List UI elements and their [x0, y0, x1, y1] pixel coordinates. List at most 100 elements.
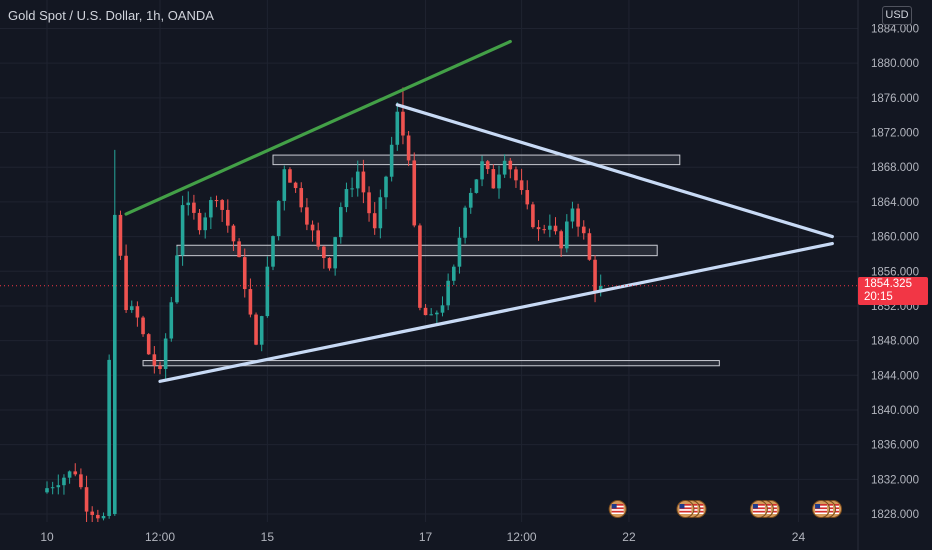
candle-body [56, 485, 61, 488]
candle [79, 468, 83, 490]
candle-body [372, 213, 377, 229]
candle [226, 199, 230, 233]
candle-body [457, 237, 462, 267]
candle [491, 164, 496, 189]
trendline[interactable] [124, 39, 512, 216]
candle-body [169, 302, 174, 339]
support-zone[interactable] [272, 154, 681, 166]
price-axis[interactable]: 1884.000 1880.000 1876.000 1872.000 1868.000… [871, 24, 919, 522]
support-zone[interactable] [142, 360, 720, 367]
economic-event-marker[interactable] [676, 500, 707, 518]
candle [372, 202, 377, 235]
candle-body [355, 171, 360, 189]
flag-canton [752, 504, 758, 509]
candle-body [163, 338, 168, 369]
candle-body [237, 241, 241, 258]
candle [497, 165, 501, 199]
candle-body [406, 135, 411, 161]
trendline[interactable] [158, 241, 834, 383]
candle [514, 166, 518, 188]
economic-event-marker[interactable] [749, 500, 780, 518]
flag-stripe [679, 510, 692, 513]
candle-body [203, 217, 207, 231]
candle-body [305, 207, 309, 225]
price-tick-label: 1844.000 [871, 370, 919, 382]
candle-body [435, 312, 439, 315]
last-price-value: 1854.325 [864, 278, 912, 290]
candle [56, 474, 61, 495]
flag-stripe [679, 504, 692, 506]
candle [305, 198, 309, 231]
candle-body [468, 192, 473, 208]
candle-body [316, 230, 320, 247]
candle [152, 346, 157, 374]
currency-badge[interactable]: USD [882, 6, 912, 25]
candle-body [271, 236, 275, 267]
candle [299, 182, 304, 213]
candle-body [536, 227, 541, 230]
candle [474, 179, 479, 194]
candle [536, 220, 541, 241]
candle-body [209, 200, 213, 218]
candle-body [502, 160, 507, 175]
candle [367, 186, 371, 222]
candle-body [73, 471, 78, 475]
candle [169, 296, 174, 342]
candle [355, 160, 360, 197]
symbol-title[interactable]: Gold Spot / U.S. Dollar, 1h, OANDA [8, 8, 214, 23]
trendline[interactable] [395, 103, 834, 239]
candle-body [423, 307, 428, 316]
candle-body [152, 354, 157, 366]
candle [435, 310, 439, 326]
candle-body [514, 169, 518, 181]
candle-body [598, 285, 603, 291]
candle-body [113, 214, 117, 515]
economic-event-marker[interactable] [608, 500, 627, 518]
candle-body [344, 189, 349, 208]
candle [401, 87, 405, 145]
candle-body [452, 266, 456, 281]
economic-event-marker[interactable] [812, 500, 843, 518]
candle [412, 152, 417, 228]
candle-body [576, 208, 580, 227]
candle [322, 245, 326, 269]
candle-body [519, 180, 524, 191]
support-zone[interactable] [176, 244, 658, 257]
candle [180, 195, 185, 266]
candle-body [497, 174, 501, 189]
flag-stripe [611, 510, 624, 513]
candle [45, 481, 49, 494]
candle [282, 165, 287, 211]
candle-body [463, 207, 467, 238]
candle [548, 214, 552, 238]
price-tick-label: 1868.000 [871, 162, 919, 174]
candle [197, 208, 202, 235]
candle [344, 182, 349, 213]
candles-layer [45, 87, 603, 522]
candle-body [310, 224, 315, 231]
candle [519, 168, 524, 195]
candle-body [129, 306, 134, 311]
candle [423, 303, 428, 316]
candle [576, 203, 580, 237]
candle-body [333, 237, 337, 269]
candle-body [570, 208, 575, 222]
candle-body [446, 280, 450, 306]
price-tick-label: 1880.000 [871, 58, 919, 70]
candle [293, 181, 298, 193]
candle [570, 201, 575, 229]
candle [581, 220, 586, 240]
candle-body [485, 161, 490, 170]
candle-body [231, 225, 236, 242]
candle [231, 224, 236, 251]
candle-body [531, 204, 535, 228]
candle-body [180, 205, 185, 256]
candle-body [327, 258, 332, 269]
candle-body [158, 365, 162, 369]
events-layer [608, 500, 843, 518]
flag-stripe [815, 504, 828, 506]
time-axis[interactable]: 10 12:00 15 17 12:00 22 24 [40, 530, 805, 544]
candle [327, 257, 332, 271]
flag-stripe [752, 507, 765, 510]
